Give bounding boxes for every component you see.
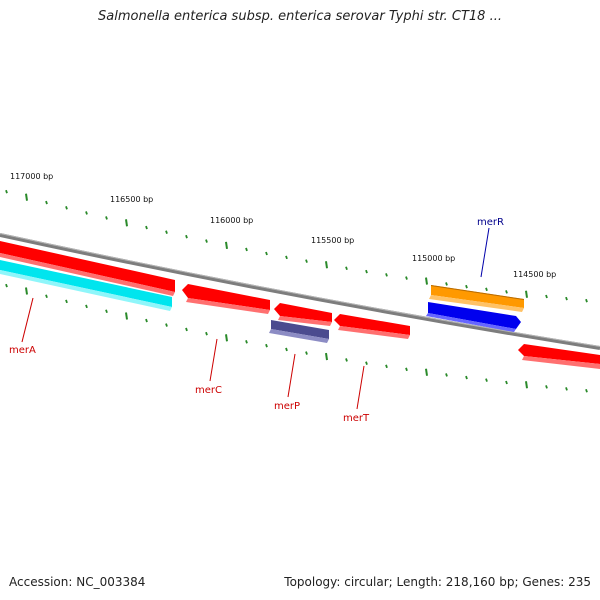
- tick-mark: [565, 387, 568, 391]
- gene-label-merC[interactable]: merC: [195, 385, 222, 396]
- tick-mark: [25, 193, 28, 201]
- tick-mark: [585, 388, 588, 393]
- tick-mark: [205, 331, 208, 336]
- tick-mark: [385, 364, 388, 369]
- tick-mark: [225, 334, 228, 342]
- tick-mark: [345, 266, 348, 271]
- tick-mark: [25, 287, 28, 295]
- tick-mark: [505, 290, 508, 294]
- tick-mark: [345, 358, 348, 362]
- tick-mark: [185, 327, 188, 332]
- tick-mark: [185, 234, 188, 239]
- tick-mark: [105, 309, 108, 314]
- tick-mark: [365, 269, 368, 274]
- map-title: Salmonella enterica subsp. enterica sero…: [98, 9, 502, 24]
- tick-mark: [245, 247, 248, 252]
- scale-label: 115500 bp: [311, 236, 354, 245]
- tick-mark: [465, 284, 468, 289]
- feature-cyan[interactable]: [0, 260, 172, 311]
- feature-blue[interactable]: [426, 302, 521, 332]
- tick-mark: [325, 352, 328, 361]
- tick-mark: [325, 261, 328, 269]
- tick-mark: [145, 318, 148, 323]
- tick-mark: [485, 287, 488, 292]
- tick-mark: [405, 276, 408, 280]
- scale-labels: 117000 bp 116500 bp 116000 bp 115500 bp …: [10, 172, 556, 279]
- tick-mark: [505, 380, 508, 385]
- scale-label: 117000 bp: [10, 172, 53, 181]
- tick-mark: [365, 361, 368, 365]
- tick-mark: [45, 294, 48, 299]
- tick-mark: [305, 259, 308, 263]
- scale-label: 116000 bp: [210, 216, 253, 225]
- feature-merA[interactable]: [0, 241, 175, 296]
- features: [0, 241, 600, 369]
- scale-label: 115000 bp: [412, 254, 455, 263]
- tick-mark: [225, 241, 228, 249]
- tick-mark: [85, 211, 88, 215]
- tick-mark: [125, 219, 128, 227]
- tick-mark: [445, 282, 448, 286]
- tick-mark: [265, 251, 268, 256]
- gene-label-merR[interactable]: merR: [477, 217, 504, 228]
- tick-mark: [425, 368, 428, 376]
- feature-merT[interactable]: [334, 314, 410, 339]
- accession-text: Accession: NC_003384: [9, 575, 146, 589]
- tick-mark: [285, 255, 288, 260]
- tick-mark: [565, 296, 568, 301]
- tick-mark: [145, 225, 148, 230]
- tick-mark: [485, 378, 488, 382]
- tick-mark: [405, 367, 408, 372]
- tick-mark: [105, 216, 108, 220]
- gene-label-merT[interactable]: merT: [343, 413, 370, 424]
- tick-mark: [465, 375, 468, 380]
- feature-merP[interactable]: [274, 303, 332, 326]
- tick-mark: [445, 373, 448, 377]
- tick-mark: [85, 304, 88, 309]
- tick-mark: [45, 200, 48, 205]
- tick-mark: [585, 298, 588, 303]
- tick-mark: [305, 351, 308, 355]
- tick-mark: [425, 277, 428, 285]
- tick-mark: [385, 273, 388, 277]
- feature-merR[interactable]: [429, 285, 524, 312]
- tick-mark: [65, 206, 68, 210]
- tick-mark: [165, 323, 168, 327]
- feature-purple[interactable]: [269, 320, 329, 343]
- genome-backbone: [0, 233, 600, 350]
- tick-mark: [525, 381, 528, 389]
- tick-mark: [545, 294, 548, 299]
- tick-mark: [245, 340, 248, 344]
- gene-labels: merA merC merP merT merR: [9, 217, 504, 424]
- gene-label-merP[interactable]: merP: [274, 401, 300, 412]
- tick-mark: [125, 312, 128, 320]
- tick-mark: [5, 189, 8, 194]
- tick-mark: [265, 343, 268, 348]
- gene-label-merA[interactable]: merA: [9, 345, 36, 356]
- topology-summary: Topology: circular; Length: 218,160 bp; …: [284, 575, 591, 589]
- tick-mark: [65, 299, 68, 304]
- tick-mark: [165, 230, 168, 234]
- tick-marks: [5, 189, 588, 393]
- tick-mark: [5, 283, 8, 288]
- scale-label: 114500 bp: [513, 270, 556, 279]
- tick-mark: [285, 347, 288, 352]
- tick-mark: [525, 290, 528, 298]
- feature-right-red[interactable]: [518, 344, 600, 369]
- tick-mark: [205, 239, 208, 243]
- scale-label: 116500 bp: [110, 195, 153, 204]
- tick-mark: [545, 385, 548, 389]
- feature-merC[interactable]: [182, 284, 270, 314]
